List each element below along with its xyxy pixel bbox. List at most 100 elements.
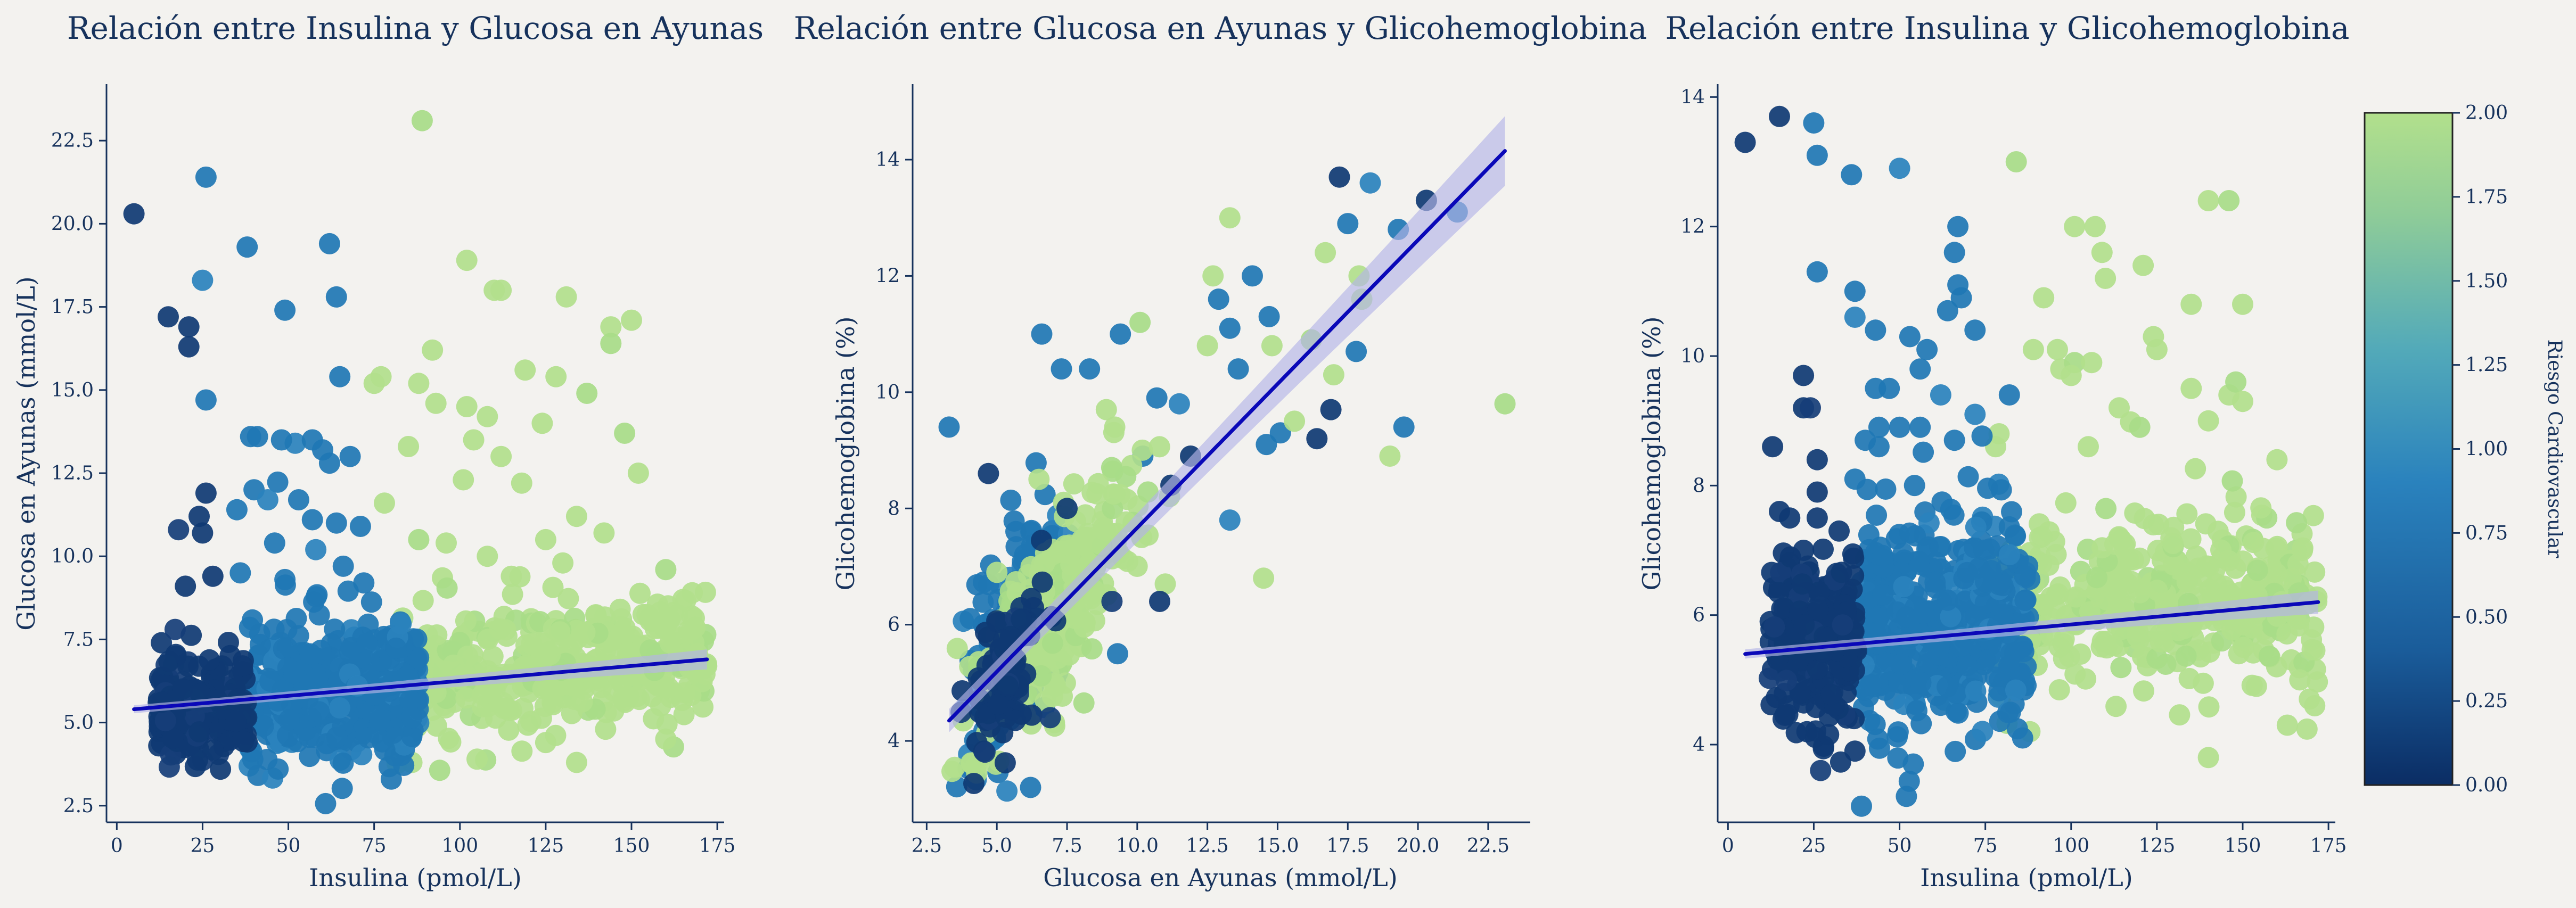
data-point (2081, 352, 2103, 374)
data-point (1031, 530, 1052, 551)
data-point (1104, 416, 1126, 438)
x-tick-label: 12.5 (1186, 835, 1229, 857)
data-point (1762, 436, 1784, 458)
y-tick-label: 7.5 (63, 629, 94, 650)
data-point (299, 746, 321, 767)
data-point (963, 773, 985, 794)
data-point (1968, 557, 1990, 579)
data-point (535, 645, 557, 667)
panel-2-points (938, 166, 1516, 802)
panel-1-y-ticks: 2.5 5.0 7.5 10.0 12.5 15.0 17.5 20.0 22.5 (51, 130, 106, 817)
data-point (1950, 635, 1972, 657)
y-tick-label: 2.5 (63, 795, 94, 817)
data-point (2169, 704, 2191, 726)
data-point (175, 575, 196, 597)
data-point (1769, 105, 1790, 127)
data-point (177, 655, 199, 677)
y-tick-label: 10 (1680, 345, 1705, 367)
data-point (1242, 265, 1263, 287)
data-point (181, 624, 202, 646)
panel-3-regression (1743, 590, 2320, 659)
data-point (225, 711, 247, 732)
data-point (1149, 591, 1170, 612)
x-tick-label: 0 (111, 835, 123, 857)
data-point (552, 552, 574, 574)
x-tick-label: 17.5 (1326, 835, 1369, 857)
data-point (511, 472, 532, 494)
panel-1-x-label: Insulina (pmol/L) (309, 863, 522, 892)
data-point (385, 637, 407, 659)
data-point (659, 632, 681, 654)
data-point (1812, 538, 1834, 560)
data-point (1219, 207, 1241, 229)
data-point (557, 588, 579, 609)
data-point (1805, 697, 1827, 719)
data-point (1793, 614, 1815, 636)
data-point (1079, 358, 1101, 380)
data-point (1940, 499, 1962, 520)
data-point (2014, 565, 2036, 587)
data-point (683, 632, 705, 654)
data-point (1820, 683, 1842, 705)
data-point (1269, 422, 1291, 444)
data-point (1807, 658, 1828, 680)
data-point (1902, 753, 1924, 775)
data-point (202, 565, 224, 587)
data-point (326, 726, 348, 748)
data-point (2132, 254, 2154, 276)
data-point (1998, 384, 2020, 406)
data-point (329, 697, 350, 719)
data-point (1219, 509, 1241, 531)
data-point (2129, 547, 2151, 569)
data-point (1359, 172, 1381, 194)
data-point (2185, 458, 2206, 480)
data-point (2001, 501, 2022, 523)
data-point (232, 655, 253, 677)
data-point (600, 333, 622, 354)
data-point (996, 780, 1018, 802)
data-point (1965, 605, 1987, 627)
data-point (1227, 358, 1249, 380)
data-point (274, 568, 296, 590)
x-tick-label: 125 (2139, 835, 2176, 857)
x-tick-label: 75 (362, 835, 387, 857)
data-point (1039, 707, 1061, 729)
x-tick-label: 175 (2310, 835, 2347, 857)
x-tick-label: 20.0 (1397, 835, 1439, 857)
data-point (2180, 293, 2202, 315)
data-point (1060, 554, 1082, 575)
data-point (2129, 416, 2151, 438)
data-point (351, 744, 373, 765)
data-point (369, 709, 391, 731)
data-point (520, 711, 542, 732)
data-point (1219, 317, 1241, 339)
data-point (472, 684, 494, 706)
data-point (184, 756, 206, 778)
data-point (1859, 710, 1881, 731)
data-point (249, 633, 271, 655)
data-point (2005, 151, 2027, 172)
data-point (1346, 341, 1367, 362)
data-point (1889, 158, 1910, 179)
data-point (1769, 501, 1790, 522)
data-point (531, 412, 553, 434)
panel-2-x-label: Glucosa en Ayunas (mmol/L) (1043, 863, 1398, 892)
x-tick-label: 15.0 (1256, 835, 1299, 857)
data-point (1953, 568, 1975, 589)
data-point (1256, 434, 1277, 456)
data-point (1063, 473, 1085, 495)
data-point (1889, 416, 1910, 438)
data-point (1896, 606, 1917, 628)
data-point (172, 678, 193, 700)
data-point (151, 632, 173, 654)
data-point (1793, 365, 1815, 386)
data-point (195, 389, 217, 411)
data-point (2086, 567, 2107, 589)
colorbar-gradient (2364, 112, 2454, 786)
data-point (1154, 573, 1176, 595)
data-point (1806, 449, 1828, 470)
panel-1-points (123, 110, 718, 814)
data-point (1868, 436, 1890, 458)
colorbar-tick-label: 0.25 (2465, 690, 2508, 712)
